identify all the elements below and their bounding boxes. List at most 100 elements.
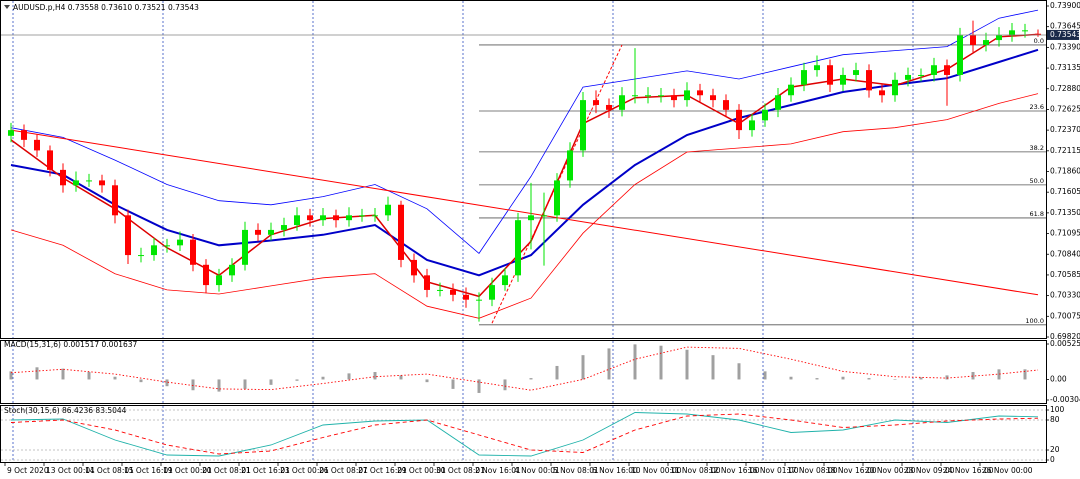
histogram-bar (373, 372, 377, 380)
candle-body (788, 84, 794, 96)
candle-body (814, 65, 820, 71)
histogram-bar (35, 367, 39, 380)
histogram-bar (61, 368, 65, 380)
candle-body (853, 70, 859, 75)
candle-body (801, 70, 807, 85)
candle-body (450, 289, 456, 295)
candle-body (983, 40, 989, 45)
candle-body (840, 74, 846, 85)
candle-body (762, 109, 768, 121)
y-tick-label: 0.73390 (1050, 42, 1080, 51)
y-tick-label: 0.70840 (1050, 249, 1080, 258)
indicator-title: MACD(15,31,6) 0.001517 0.001637 (4, 340, 138, 349)
x-tick-label: 4 Nov 00:01 (514, 466, 560, 475)
x-tick-label: 30 Oct 08:01 (436, 466, 485, 475)
histogram-bar (87, 372, 91, 380)
x-tick-label: 29 Oct 00:01 (397, 466, 446, 475)
candle-body (320, 215, 326, 221)
y-tick-label: 0.71095 (1050, 229, 1080, 238)
fib-label: 100.0 (1025, 317, 1044, 325)
candle-body (684, 90, 690, 101)
histogram-bar (113, 376, 117, 380)
candle-body (112, 185, 118, 216)
histogram-bar (399, 375, 403, 380)
x-tick-label: 20 Oct 08:01 (202, 466, 251, 475)
histogram-bar (243, 379, 247, 389)
y-tick-label: 0.00 (1050, 374, 1067, 383)
candle-body (372, 215, 378, 217)
candle-body (138, 255, 144, 257)
histogram-bar (919, 377, 923, 380)
candle-body (125, 215, 131, 256)
candle-body (645, 95, 651, 97)
candle-body (73, 180, 79, 186)
candle-body (8, 130, 14, 136)
histogram-bar (997, 369, 1001, 380)
candle-body (229, 264, 235, 276)
candle-body (775, 95, 781, 110)
y-tick-label: 0.71350 (1050, 208, 1080, 217)
stoch-frame (0, 405, 1047, 463)
candle-body (632, 95, 638, 97)
y-tick-label: 0.73900 (1050, 1, 1080, 10)
x-tick-label: 9 Oct 2020 (7, 466, 49, 475)
candle-body (242, 229, 248, 265)
x-tick-label: 11 Nov 08:00 (670, 466, 721, 475)
y-tick-label: 0.71605 (1050, 187, 1080, 196)
histogram-bar (1023, 369, 1027, 380)
candle-body (554, 180, 560, 216)
candle-body (359, 215, 365, 217)
candle-body (190, 239, 196, 265)
y-tick-label: 0.70585 (1050, 270, 1080, 279)
y-tick-label: 0.73135 (1050, 63, 1080, 72)
candle-body (892, 79, 898, 96)
x-tick-label: 14 Oct 08:01 (85, 466, 134, 475)
histogram-bar (581, 355, 585, 380)
histogram-bar (503, 379, 507, 391)
histogram-bar (763, 371, 767, 380)
candle-body (1022, 30, 1028, 32)
trendline (491, 44, 623, 324)
x-tick-label: 20 Nov 00:00 (865, 466, 916, 475)
y-tick-label: 0.71860 (1050, 167, 1080, 176)
price-tag-label: 0.73543 (1050, 30, 1080, 39)
x-tick-label: 2 Nov 16:01 (475, 466, 521, 475)
histogram-bar (555, 365, 559, 380)
candle-body (918, 74, 924, 76)
y-tick-label: 0.69820 (1050, 332, 1080, 341)
x-tick-label: 26 Oct 08:01 (319, 466, 368, 475)
candle-body (385, 204, 391, 216)
histogram-bar (971, 372, 975, 380)
x-tick-label: 15 Oct 16:01 (124, 466, 173, 475)
candle-body (86, 180, 92, 182)
candle-body (593, 100, 599, 105)
symbol-icon (4, 5, 10, 9)
histogram-bar (451, 379, 455, 389)
x-tick-label: 6 Nov 16:00 (592, 466, 638, 475)
y-tick-label: -0.003046 (1050, 395, 1080, 404)
histogram-bar (711, 355, 715, 380)
histogram-bar (789, 376, 793, 380)
candle-body (749, 120, 755, 131)
histogram-bar (425, 379, 429, 383)
candle-body (151, 245, 157, 256)
histogram-bar (347, 373, 351, 380)
candle-body (437, 289, 443, 291)
y-tick-label: 0.70330 (1050, 291, 1080, 300)
indicator-line (10, 412, 1039, 457)
candle-body (515, 220, 521, 276)
x-tick-label: 13 Oct 00:01 (46, 466, 95, 475)
fib-label: 38.2 (1030, 144, 1044, 152)
candle-body (541, 215, 547, 217)
candle-body (502, 275, 508, 286)
candle-body (307, 215, 313, 221)
x-tick-label: 16 Nov 01:00 (748, 466, 799, 475)
chart-title: AUDUSD.p,H4 0.73558 0.73610 0.73521 0.73… (13, 3, 199, 12)
candle-body (21, 130, 27, 140)
candle-body (333, 215, 339, 221)
x-tick-label: 26 Nov 00:00 (982, 466, 1033, 475)
histogram-bar (945, 375, 949, 380)
x-tick-label: 23 Oct 00:01 (280, 466, 329, 475)
histogram-bar (633, 344, 637, 380)
fib-label: 23.6 (1030, 103, 1044, 111)
